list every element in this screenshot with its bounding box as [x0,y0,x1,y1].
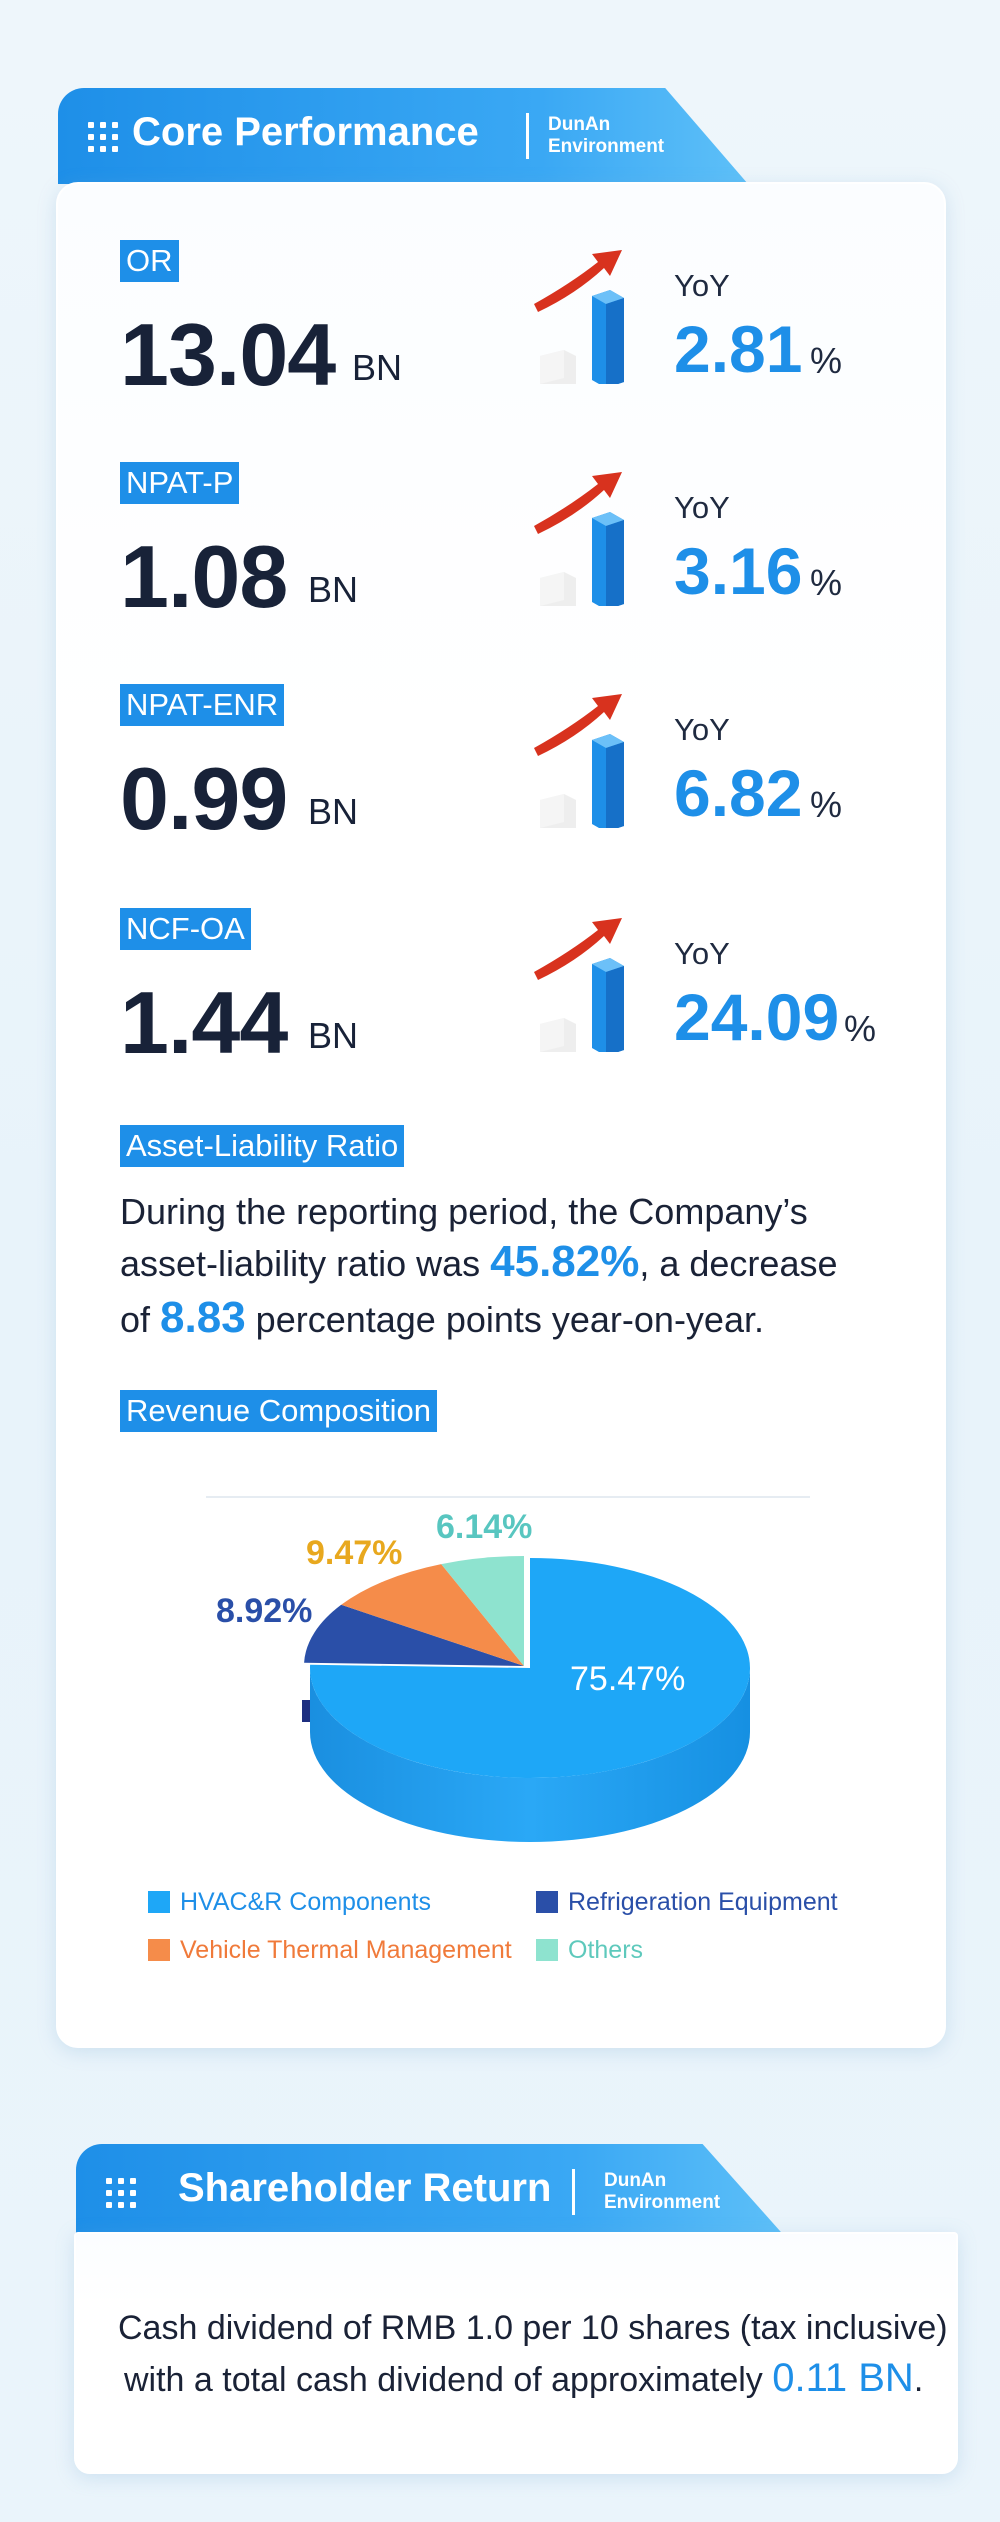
metric-unit: BN [308,569,359,610]
legend-hvac: HVAC&R Components [148,1888,431,1917]
yoy-unit: % [810,562,843,603]
alr-line2: asset-liability ratio was 45.82%, a decr… [120,1237,838,1286]
metric-value: 1.44 [120,973,288,1072]
pie-label: 75.47% [570,1660,686,1698]
yoy-value: 24.09 [674,980,840,1054]
metric-unit: BN [352,347,403,388]
shareholder-return-card [74,2232,958,2474]
yoy-unit: % [810,784,843,825]
legend-refrigeration: Refrigeration Equipment [536,1888,838,1917]
pie-slice-hvac-r-components [310,1558,751,1778]
metric-value: 1.08 [120,527,288,626]
core-performance-tab: Core Performance DunAn Environment [58,88,748,184]
alr-line3: of 8.83 percentage points year-on-year. [120,1293,764,1342]
yoy-unit: % [810,340,843,381]
pie-label: 6.14% [436,1508,533,1546]
brand-label: DunAn Environment [548,114,665,157]
legend-others: Others [536,1936,643,1965]
asset-liability-label: Asset-Liability Ratio [120,1125,405,1167]
pie-slice-others [441,1556,524,1666]
alr-line1: During the reporting period, the Company… [120,1191,808,1232]
growth-bar-arrow-icon [534,694,624,828]
legend-swatch [148,1939,170,1961]
grid-dots-icon [88,122,122,152]
yoy-value: 2.81 [674,312,803,386]
growth-bar-arrow-icon [534,472,624,606]
growth-bar-arrow-icon [534,250,624,384]
dividend-line2: with a total cash dividend of approximat… [124,2356,924,2400]
metric-label: NPAT-P [120,462,240,504]
dividend-line1: Cash dividend of RMB 1.0 per 10 shares (… [118,2309,948,2347]
chart-top-rule [206,1496,810,1498]
pie-side-hvac [310,1668,750,1842]
section-title: Shareholder Return [178,2166,552,2210]
yoy-value: 3.16 [674,534,803,608]
metric-label: NCF-OA [120,908,251,950]
metric-value: 0.99 [120,749,288,848]
growth-bar-arrow-icon [534,918,624,1052]
metric-unit: BN [308,1015,359,1056]
pie-label: 8.92% [216,1592,313,1630]
yoy-label: YoY [674,712,730,747]
yoy-label: YoY [674,268,730,303]
metric-label: NPAT-ENR [120,684,285,726]
yoy-unit: % [844,1008,877,1049]
yoy-label: YoY [674,936,730,971]
metric-label: OR [120,240,179,282]
yoy-value: 6.82 [674,756,803,830]
pie-slice-refrigeration-equipment [304,1604,524,1666]
shareholder-return-tab: Shareholder Return DunAn Environment [76,2144,788,2240]
brand-label: DunAn Environment [604,2170,721,2213]
revenue-composition-label: Revenue Composition [120,1390,438,1432]
section-title: Core Performance [132,110,479,154]
legend-swatch [148,1891,170,1913]
alr-ratio-value: 45.82% [490,1237,640,1286]
divider [526,113,529,159]
yoy-label: YoY [674,490,730,525]
metric-value: 13.04 [120,305,336,404]
metric-unit: BN [308,791,359,832]
divider [572,2169,575,2215]
alr-decrease-value: 8.83 [160,1293,246,1342]
dividend-total-value: 0.11 BN [772,2356,914,2400]
pie-label: 9.47% [306,1534,403,1572]
legend-swatch [536,1891,558,1913]
legend-vehicle: Vehicle Thermal Management [148,1936,512,1965]
pie-side-refrigeration [302,1700,310,1722]
grid-dots-icon [106,2178,140,2208]
revenue-pie-chart [302,1556,751,1842]
legend-swatch [536,1939,558,1961]
pie-slice-vehicle-thermal-management [341,1564,524,1666]
